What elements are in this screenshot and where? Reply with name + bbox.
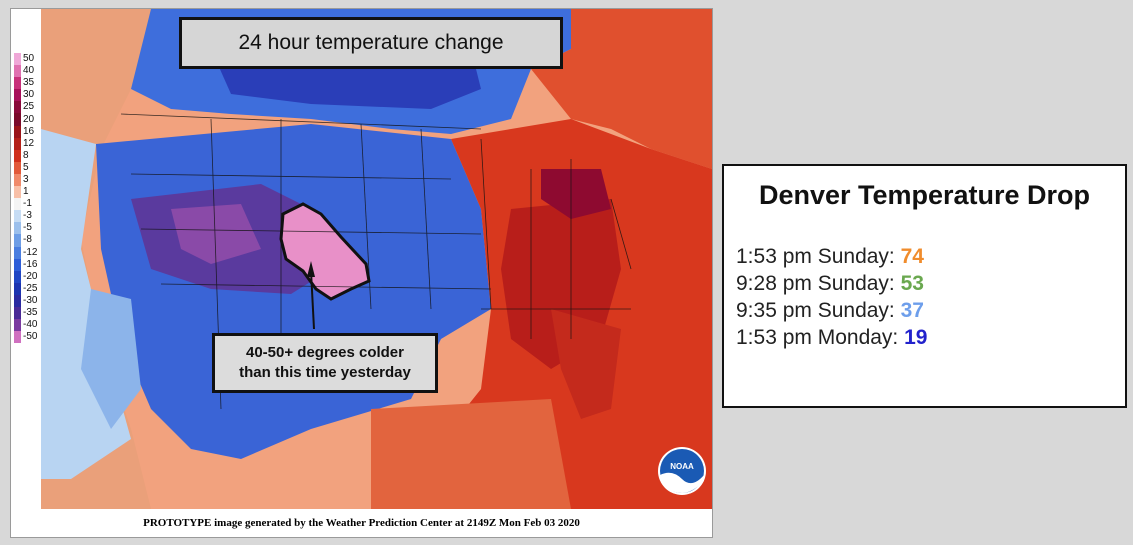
legend-label: 50 bbox=[23, 53, 35, 65]
legend-label: -16 bbox=[23, 258, 38, 270]
legend-entry: -20 bbox=[14, 270, 38, 283]
legend-entry: -1 bbox=[14, 198, 38, 211]
legend-label: 40 bbox=[23, 65, 35, 77]
info-entry-value: 37 bbox=[900, 299, 924, 322]
legend-swatch bbox=[14, 282, 21, 295]
legend-swatch bbox=[14, 161, 21, 174]
legend-entry: -50 bbox=[14, 331, 38, 344]
map-footer: PROTOTYPE image generated by the Weather… bbox=[143, 517, 580, 529]
legend-swatch bbox=[14, 137, 21, 150]
info-entry-label: 1:53 pm Monday: bbox=[736, 326, 905, 349]
legend-entry: 25 bbox=[14, 101, 38, 114]
legend-label: -40 bbox=[23, 319, 38, 331]
info-entry-label: 1:53 pm Sunday: bbox=[736, 245, 901, 268]
noaa-logo: NOAA bbox=[658, 447, 706, 495]
legend-swatch bbox=[14, 234, 21, 247]
legend-entry: -3 bbox=[14, 210, 38, 223]
legend-entry: 20 bbox=[14, 113, 38, 126]
legend-label: 20 bbox=[23, 113, 35, 125]
legend-entry: 1 bbox=[14, 186, 38, 199]
info-entry: 1:53 pm Sunday: 74 bbox=[736, 243, 927, 270]
legend-swatch bbox=[14, 294, 21, 307]
temperature-change-map: 50 40 35 30 25 20 16 12 8 5 3 1 -1 -3 -5 -8 -12 -16 -20 -25… bbox=[10, 8, 713, 538]
legend-entry: 5 bbox=[14, 161, 38, 174]
legend-entry: -35 bbox=[14, 306, 38, 320]
legend-swatch bbox=[14, 149, 21, 162]
legend-label: 30 bbox=[23, 89, 35, 101]
callout-line-1: 40-50+ degrees colder bbox=[245, 344, 404, 361]
callout-line-2: than this time yesterday bbox=[239, 364, 411, 381]
legend-label: 5 bbox=[23, 161, 29, 173]
legend-swatch bbox=[14, 53, 21, 66]
legend-label: -5 bbox=[23, 222, 32, 234]
legend-entry: -5 bbox=[14, 222, 38, 235]
info-title: Denver Temperature Drop bbox=[758, 180, 1091, 210]
info-entry: 9:35 pm Sunday: 37 bbox=[736, 297, 927, 324]
legend-entry: -12 bbox=[14, 246, 38, 259]
legend-entry: 30 bbox=[14, 89, 38, 102]
legend-label: -25 bbox=[23, 282, 38, 294]
legend-label: -20 bbox=[23, 270, 38, 282]
legend-label: 35 bbox=[23, 77, 35, 89]
map-title: 24 hour temperature change bbox=[179, 17, 563, 69]
legend-label: -3 bbox=[23, 210, 32, 222]
legend-swatch bbox=[14, 222, 21, 235]
info-entry: 9:28 pm Sunday: 53 bbox=[736, 270, 927, 297]
info-entry-value: 74 bbox=[900, 245, 924, 268]
legend-label: -30 bbox=[23, 294, 38, 306]
legend-entry: 12 bbox=[14, 137, 38, 150]
legend-swatch bbox=[14, 101, 21, 114]
color-legend: 50 40 35 30 25 20 16 12 8 5 3 1 -1 -3 -5 -8 -12 -16 -20 -25… bbox=[14, 53, 38, 344]
legend-entry: 8 bbox=[14, 149, 38, 162]
legend-label: -35 bbox=[23, 307, 38, 319]
legend-swatch bbox=[14, 319, 21, 332]
denver-info-box: Denver Temperature Drop 1:53 pm Sunday: … bbox=[722, 164, 1127, 408]
legend-swatch bbox=[14, 246, 21, 259]
legend-swatch bbox=[14, 65, 21, 78]
legend-label: 8 bbox=[23, 149, 29, 161]
map-graphic bbox=[41, 9, 712, 509]
legend-label: 3 bbox=[23, 173, 29, 185]
legend-entry: 40 bbox=[14, 65, 38, 78]
legend-swatch bbox=[14, 173, 21, 187]
legend-label: -12 bbox=[23, 246, 38, 258]
info-entry-label: 9:35 pm Sunday: bbox=[736, 299, 901, 322]
info-entry-value: 19 bbox=[904, 326, 928, 349]
legend-entry: 50 bbox=[14, 53, 38, 66]
legend-entry: -8 bbox=[14, 234, 38, 247]
legend-label: 1 bbox=[23, 186, 29, 198]
info-entry-label: 9:28 pm Sunday: bbox=[736, 272, 901, 295]
legend-swatch bbox=[14, 331, 21, 344]
legend-swatch bbox=[14, 89, 21, 102]
legend-swatch bbox=[14, 306, 21, 320]
legend-swatch bbox=[14, 198, 21, 211]
denver-callout: 40-50+ degrees colder than this time yes… bbox=[212, 333, 438, 393]
legend-label: -50 bbox=[23, 331, 38, 343]
info-list: 1:53 pm Sunday: 74 9:28 pm Sunday: 53 9:35… bbox=[736, 243, 927, 351]
legend-swatch bbox=[14, 186, 21, 199]
legend-swatch bbox=[14, 125, 21, 138]
legend-swatch bbox=[14, 113, 21, 126]
legend-entry: -30 bbox=[14, 294, 38, 307]
legend-entry: 16 bbox=[14, 125, 38, 138]
legend-label: 25 bbox=[23, 101, 35, 113]
legend-label: -8 bbox=[23, 234, 32, 246]
legend-entry: 3 bbox=[14, 173, 38, 187]
legend-swatch bbox=[14, 77, 21, 90]
legend-entry: -16 bbox=[14, 258, 38, 271]
legend-label: 12 bbox=[23, 137, 35, 149]
legend-label: 16 bbox=[23, 125, 35, 137]
legend-label: -1 bbox=[23, 198, 32, 210]
legend-entry: -25 bbox=[14, 282, 38, 295]
legend-entry: 35 bbox=[14, 77, 38, 90]
legend-entry: -40 bbox=[14, 319, 38, 332]
legend-swatch bbox=[14, 270, 21, 283]
info-entry: 1:53 pm Monday: 19 bbox=[736, 324, 927, 351]
legend-swatch bbox=[14, 258, 21, 271]
legend-swatch bbox=[14, 210, 21, 223]
noaa-logo-text: NOAA bbox=[670, 462, 694, 471]
info-entry-value: 53 bbox=[900, 272, 924, 295]
